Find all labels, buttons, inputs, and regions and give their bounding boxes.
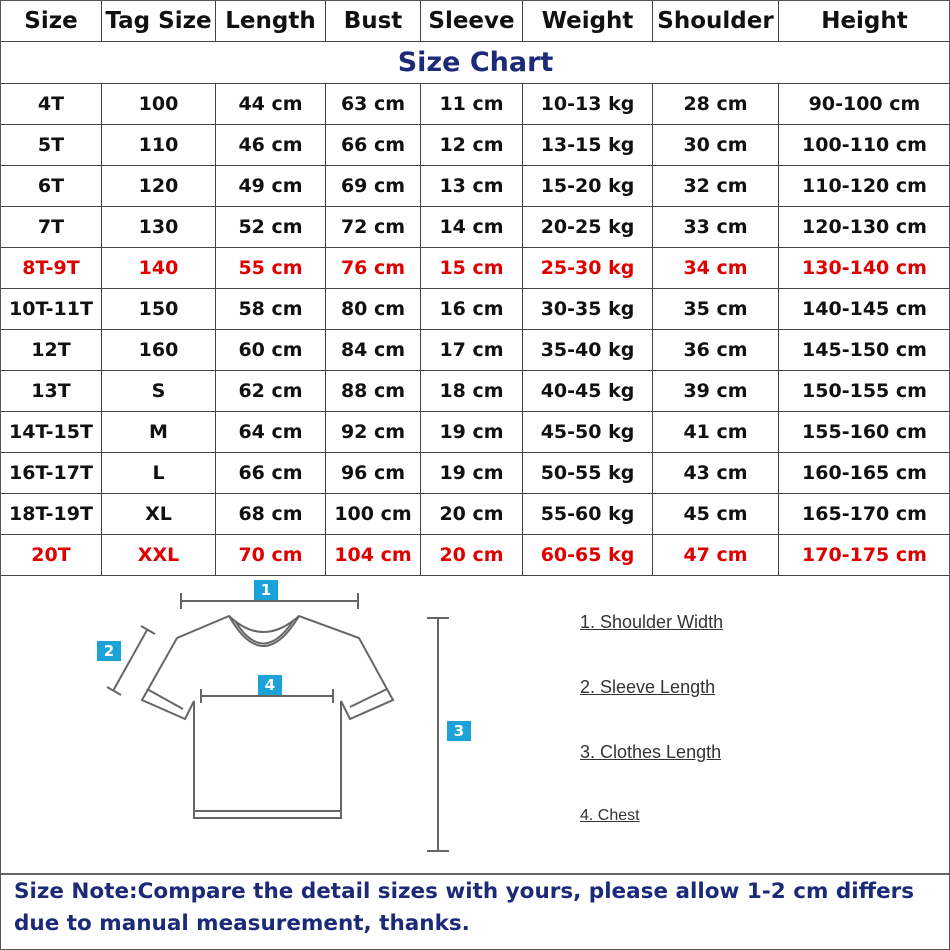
table-row: 16T-17T L 66 cm 96 cm 19 cm 50-55 kg 43 cm 160-… bbox=[0, 452, 950, 494]
table-cell: 62 cm bbox=[215, 370, 326, 412]
table-cell: 30-35 kg bbox=[522, 288, 653, 330]
table-cell: 165-170 cm bbox=[778, 493, 950, 535]
table-cell: 35-40 kg bbox=[522, 329, 653, 371]
table-cell: 20T bbox=[0, 534, 102, 576]
table-cell: 88 cm bbox=[325, 370, 421, 412]
table-cell: 20 cm bbox=[420, 534, 523, 576]
table-cell: 18T-19T bbox=[0, 493, 102, 535]
legend-item: 2. Sleeve Length bbox=[580, 677, 716, 697]
table-cell: 69 cm bbox=[325, 165, 421, 207]
table-cell: 7T bbox=[0, 206, 102, 248]
table-cell: 19 cm bbox=[420, 411, 523, 453]
table-row: 7T 130 52 cm 72 cm 14 cm 20-25 kg 33 cm 120-130… bbox=[0, 206, 950, 248]
column-header: Height bbox=[778, 0, 950, 42]
table-cell: 80 cm bbox=[325, 288, 421, 330]
table-cell: 15-20 kg bbox=[522, 165, 653, 207]
table-cell: 110 bbox=[101, 124, 216, 166]
table-row: 13T S 62 cm 88 cm 18 cm 40-45 kg 39 cm 150-155 … bbox=[0, 370, 950, 412]
table-cell: XL bbox=[101, 493, 216, 535]
table-cell: 17 cm bbox=[420, 329, 523, 371]
table-cell: 130-140 cm bbox=[778, 247, 950, 289]
table-cell: 60-65 kg bbox=[522, 534, 653, 576]
table-cell: 10-13 kg bbox=[522, 83, 653, 125]
measurement-marker-3: 3 bbox=[447, 721, 471, 741]
measurement-marker-1: 1 bbox=[254, 580, 278, 600]
table-cell: 18 cm bbox=[420, 370, 523, 412]
tshirt-illustration bbox=[106, 593, 449, 852]
table-cell: 160 bbox=[101, 329, 216, 371]
table-cell: 104 cm bbox=[325, 534, 421, 576]
legend-item: 1. Shoulder Width bbox=[580, 612, 724, 632]
table-cell: 10T-11T bbox=[0, 288, 102, 330]
column-header: Sleeve bbox=[420, 0, 523, 42]
chart-title: Size Chart bbox=[0, 41, 950, 84]
table-row: 12T 160 60 cm 84 cm 17 cm 35-40 kg 36 cm 145-15… bbox=[0, 329, 950, 371]
table-cell: 6T bbox=[0, 165, 102, 207]
table-row: 10T-11T 150 58 cm 80 cm 16 cm 30-35 kg 35 cm 14… bbox=[0, 288, 950, 330]
table-row: 8T-9T 140 55 cm 76 cm 15 cm 25-30 kg 34 cm 130-… bbox=[0, 247, 950, 289]
legend-item: 3. Clothes Length bbox=[580, 742, 722, 762]
table-cell: S bbox=[101, 370, 216, 412]
table-cell: 100 cm bbox=[325, 493, 421, 535]
table-cell: 16T-17T bbox=[0, 452, 102, 494]
table-row: 4T 100 44 cm 63 cm 11 cm 10-13 kg 28 cm 90-100 … bbox=[0, 83, 950, 125]
table-cell: 120-130 cm bbox=[778, 206, 950, 248]
table-cell: 14T-15T bbox=[0, 411, 102, 453]
table-cell: 14 cm bbox=[420, 206, 523, 248]
size-chart-table: Size Chart Size Tag Size Length Bust Sleeve W… bbox=[0, 0, 950, 576]
table-cell: XXL bbox=[101, 534, 216, 576]
table-cell: 170-175 cm bbox=[778, 534, 950, 576]
table-cell: 15 cm bbox=[420, 247, 523, 289]
table-cell: 45-50 kg bbox=[522, 411, 653, 453]
table-cell: 155-160 cm bbox=[778, 411, 950, 453]
table-cell: 55-60 kg bbox=[522, 493, 653, 535]
table-row: 5T 110 46 cm 66 cm 12 cm 13-15 kg 30 cm 100-110… bbox=[0, 124, 950, 166]
table-cell: 96 cm bbox=[325, 452, 421, 494]
table-cell: 30 cm bbox=[652, 124, 779, 166]
table-cell: 66 cm bbox=[215, 452, 326, 494]
table-cell: 5T bbox=[0, 124, 102, 166]
table-cell: 70 cm bbox=[215, 534, 326, 576]
table-cell: M bbox=[101, 411, 216, 453]
size-note: Size Note:Compare the detail sizes with … bbox=[14, 879, 914, 936]
table-cell: 64 cm bbox=[215, 411, 326, 453]
table-cell: 140-145 cm bbox=[778, 288, 950, 330]
table-cell: 11 cm bbox=[420, 83, 523, 125]
table-cell: 49 cm bbox=[215, 165, 326, 207]
table-cell: 45 cm bbox=[652, 493, 779, 535]
table-cell: 55 cm bbox=[215, 247, 326, 289]
table-cell: 120 bbox=[101, 165, 216, 207]
table-cell: 34 cm bbox=[652, 247, 779, 289]
table-cell: 72 cm bbox=[325, 206, 421, 248]
table-cell: 92 cm bbox=[325, 411, 421, 453]
table-cell: 68 cm bbox=[215, 493, 326, 535]
table-cell: 52 cm bbox=[215, 206, 326, 248]
table-row: 20T XXL 70 cm 104 cm 20 cm 60-65 kg 47 cm 170-1… bbox=[0, 534, 950, 576]
table-cell: 20 cm bbox=[420, 493, 523, 535]
table-cell: 8T-9T bbox=[0, 247, 102, 289]
measurement-marker-2: 2 bbox=[97, 641, 121, 661]
table-cell: 84 cm bbox=[325, 329, 421, 371]
table-cell: 160-165 cm bbox=[778, 452, 950, 494]
table-cell: 44 cm bbox=[215, 83, 326, 125]
table-cell: 63 cm bbox=[325, 83, 421, 125]
column-header: Size bbox=[0, 0, 102, 42]
tshirt-measurement-diagram: 1 2 3 4 1. Shoulder Width 2. Sleeve Length 3.… bbox=[1, 576, 949, 875]
table-cell: 40-45 kg bbox=[522, 370, 653, 412]
table-cell: 145-150 cm bbox=[778, 329, 950, 371]
table-cell: 50-55 kg bbox=[522, 452, 653, 494]
measurement-marker-4: 4 bbox=[258, 675, 282, 695]
table-row: 14T-15T M 64 cm 92 cm 19 cm 45-50 kg 41 cm 155-… bbox=[0, 411, 950, 453]
table-cell: 4T bbox=[0, 83, 102, 125]
table-cell: 100 bbox=[101, 83, 216, 125]
legend-item: 4. Chest bbox=[580, 807, 640, 824]
table-cell: 47 cm bbox=[652, 534, 779, 576]
column-header: Shoulder bbox=[652, 0, 779, 42]
table-cell: 13-15 kg bbox=[522, 124, 653, 166]
table-cell: 100-110 cm bbox=[778, 124, 950, 166]
table-row: 18T-19T XL 68 cm 100 cm 20 cm 55-60 kg 45 cm 16… bbox=[0, 493, 950, 535]
table-cell: 140 bbox=[101, 247, 216, 289]
column-header: Tag Size bbox=[101, 0, 216, 42]
